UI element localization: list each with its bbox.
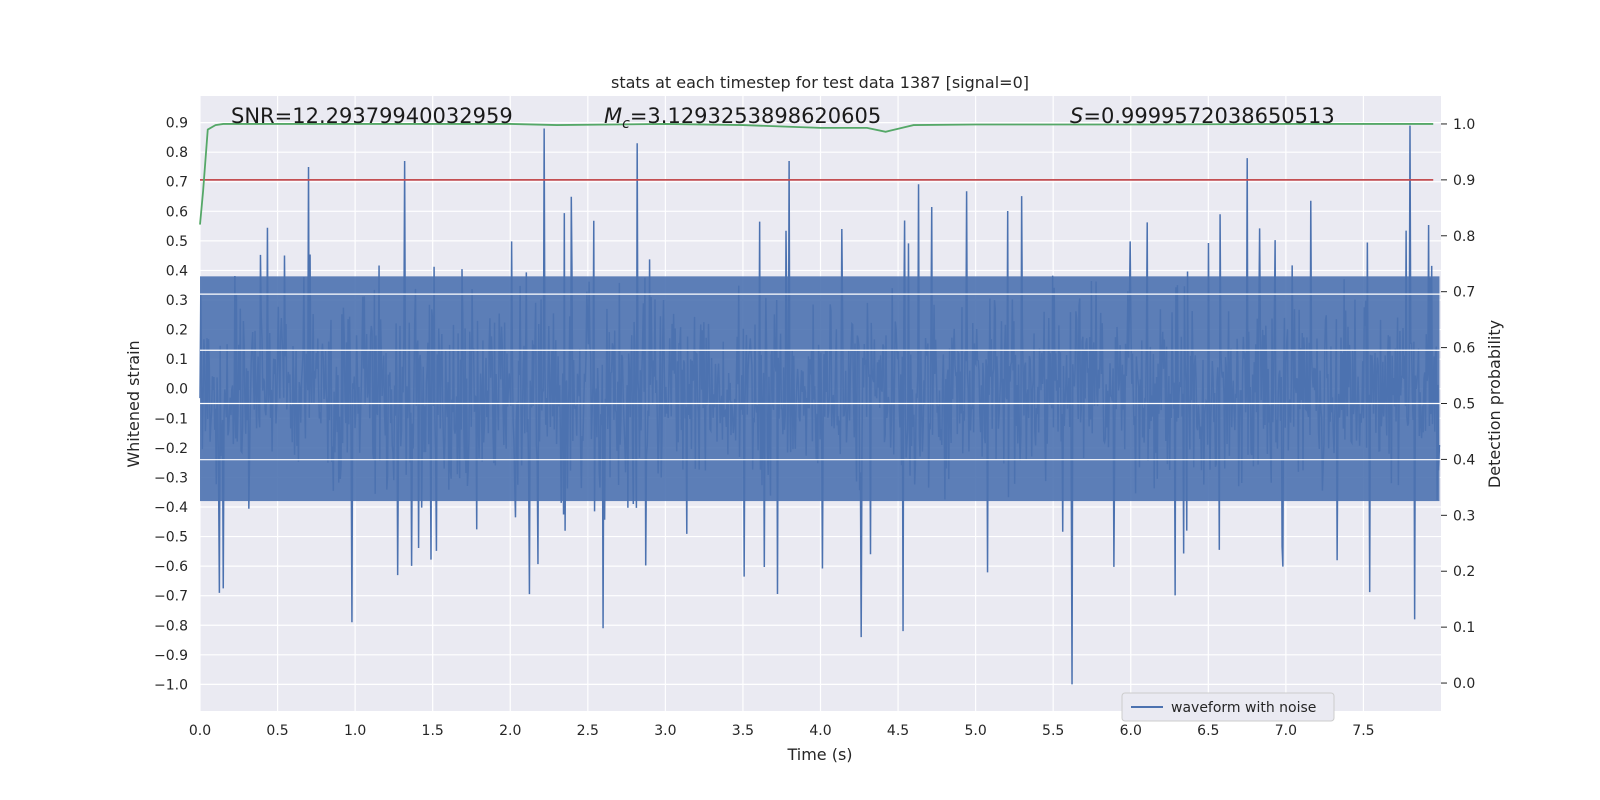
- detection-probability-line: [199, 123, 1434, 225]
- y-right-tick-labels: 1.0 0.9 0.8 0.7 0.6 0.5 0.4 0.3 0.2 0.1 0.0: [1441, 117, 1475, 692]
- x-tick-label: 4.0: [809, 723, 831, 739]
- y-left-tick-label: 0.6: [166, 204, 188, 220]
- x-tick-label: 6.0: [1120, 723, 1142, 739]
- chirp-mass-symbol: M: [604, 104, 622, 128]
- x-tick-label: 0.0: [189, 723, 211, 739]
- y-right-tick-label: 0.1: [1453, 620, 1475, 636]
- legend-label: waveform with noise: [1171, 700, 1316, 716]
- s-annotation: S=0.9999572038650513: [1070, 104, 1335, 128]
- x-tick-label: 0.5: [266, 723, 288, 739]
- x-tick-label: 1.5: [422, 723, 444, 739]
- y-left-tick-label: −0.6: [154, 559, 188, 575]
- y-right-tick-label: 0.6: [1453, 341, 1475, 357]
- y-right-tick-label: 0.9: [1453, 173, 1475, 189]
- snr-annotation: SNR=12.29379940032959: [231, 104, 513, 128]
- y-right-tick-label: 0.2: [1453, 564, 1475, 580]
- y-left-tick-label: −0.7: [154, 589, 188, 605]
- y-left-tick-label: 0.5: [166, 234, 188, 250]
- waveform-band: [200, 276, 1440, 502]
- right-axis-series: [199, 123, 1434, 225]
- y-right-tick-label: 1.0: [1453, 117, 1475, 133]
- x-tick-label: 5.0: [964, 723, 986, 739]
- y-right-tick-label: 0.0: [1453, 676, 1475, 692]
- y-left-tick-label: −0.3: [154, 470, 188, 486]
- y-left-tick-label: −0.2: [154, 441, 188, 457]
- legend: waveform with noise: [1121, 692, 1335, 722]
- x-tick-label: 7.5: [1352, 723, 1374, 739]
- chart-title: stats at each timestep for test data 138…: [611, 73, 1029, 92]
- y-left-tick-label: 0.0: [166, 382, 188, 398]
- y-left-tick-label: −0.1: [154, 411, 188, 427]
- y-left-tick-labels: 0.9 0.8 0.7 0.6 0.5 0.4 0.3 0.2 0.1 0.0 −0.1 −0.2 −0…: [154, 116, 188, 694]
- legend-box: [1121, 692, 1335, 722]
- s-value: =0.9999572038650513: [1083, 104, 1334, 128]
- y-axis-label-left: Whitened strain: [124, 340, 143, 467]
- y-left-tick-label: −1.0: [154, 677, 188, 693]
- x-axis-label: Time (s): [786, 745, 852, 764]
- y-left-tick-label: 0.9: [166, 116, 188, 132]
- x-tick-label: 7.0: [1275, 723, 1297, 739]
- x-tick-labels: 0.0 0.5 1.0 1.5 2.0 2.5 3.0 3.5 4.0 4.5 5.0 5.5 6.0 6…: [189, 723, 1375, 739]
- x-tick-label: 3.0: [654, 723, 676, 739]
- y-left-tick-label: 0.8: [166, 145, 188, 161]
- x-tick-label: 5.5: [1042, 723, 1064, 739]
- y-right-tick-label: 0.3: [1453, 508, 1475, 524]
- x-tick-label: 2.5: [577, 723, 599, 739]
- x-tick-label: 4.5: [887, 723, 909, 739]
- y-left-tick-label: 0.1: [166, 352, 188, 368]
- x-tick-label: 3.5: [732, 723, 754, 739]
- y-left-tick-label: −0.8: [154, 618, 188, 634]
- y-left-tick-label: −0.5: [154, 530, 188, 546]
- y-left-tick-label: −0.4: [154, 500, 188, 516]
- chirp-mass-annotation: Mc=3.1293253898620605: [604, 104, 881, 132]
- x-tick-label: 2.0: [499, 723, 521, 739]
- s-symbol: S: [1070, 104, 1083, 128]
- chirp-mass-subscript: c: [622, 116, 630, 132]
- y-left-tick-label: 0.3: [166, 293, 188, 309]
- chirp-mass-value: =3.1293253898620605: [630, 104, 881, 128]
- y-right-tick-label: 0.4: [1453, 452, 1475, 468]
- x-tick-label: 1.0: [344, 723, 366, 739]
- y-right-tick-label: 0.5: [1453, 397, 1475, 413]
- y-left-tick-label: 0.4: [166, 263, 188, 279]
- x-tick-label: 6.5: [1197, 723, 1219, 739]
- y-left-tick-label: −0.9: [154, 648, 188, 664]
- y-left-tick-label: 0.2: [166, 323, 188, 339]
- y-right-tick-label: 0.8: [1453, 229, 1475, 245]
- y-left-tick-label: 0.7: [166, 175, 188, 191]
- y-axis-label-right: Detection probability: [1485, 320, 1504, 488]
- waveform-series: [199, 125, 1441, 685]
- y-right-tick-label: 0.7: [1453, 285, 1475, 301]
